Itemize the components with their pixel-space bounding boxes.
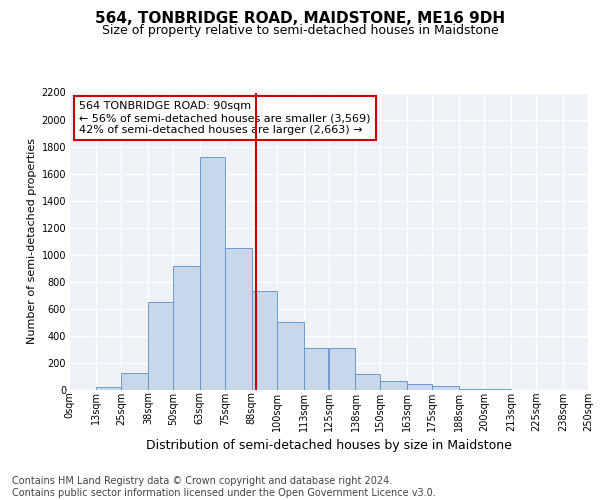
Bar xyxy=(121,373,148,390)
Bar xyxy=(251,292,277,390)
Bar xyxy=(407,384,432,390)
Bar xyxy=(355,374,380,390)
Bar xyxy=(148,302,173,390)
Bar xyxy=(200,158,225,390)
Text: 564, TONBRIDGE ROAD, MAIDSTONE, ME16 9DH: 564, TONBRIDGE ROAD, MAIDSTONE, ME16 9DH xyxy=(95,11,505,26)
Bar xyxy=(304,348,329,390)
Bar xyxy=(380,381,407,390)
Text: Size of property relative to semi-detached houses in Maidstone: Size of property relative to semi-detach… xyxy=(101,24,499,37)
Text: Contains HM Land Registry data © Crown copyright and database right 2024.
Contai: Contains HM Land Registry data © Crown c… xyxy=(12,476,436,498)
Bar xyxy=(225,248,251,390)
X-axis label: Distribution of semi-detached houses by size in Maidstone: Distribution of semi-detached houses by … xyxy=(146,439,511,452)
Bar xyxy=(459,388,484,390)
Bar xyxy=(173,266,200,390)
Text: 564 TONBRIDGE ROAD: 90sqm
← 56% of semi-detached houses are smaller (3,569)
42% : 564 TONBRIDGE ROAD: 90sqm ← 56% of semi-… xyxy=(79,102,371,134)
Bar xyxy=(432,386,459,390)
Bar xyxy=(329,348,355,390)
Y-axis label: Number of semi-detached properties: Number of semi-detached properties xyxy=(28,138,37,344)
Bar xyxy=(277,322,304,390)
Bar xyxy=(96,388,121,390)
